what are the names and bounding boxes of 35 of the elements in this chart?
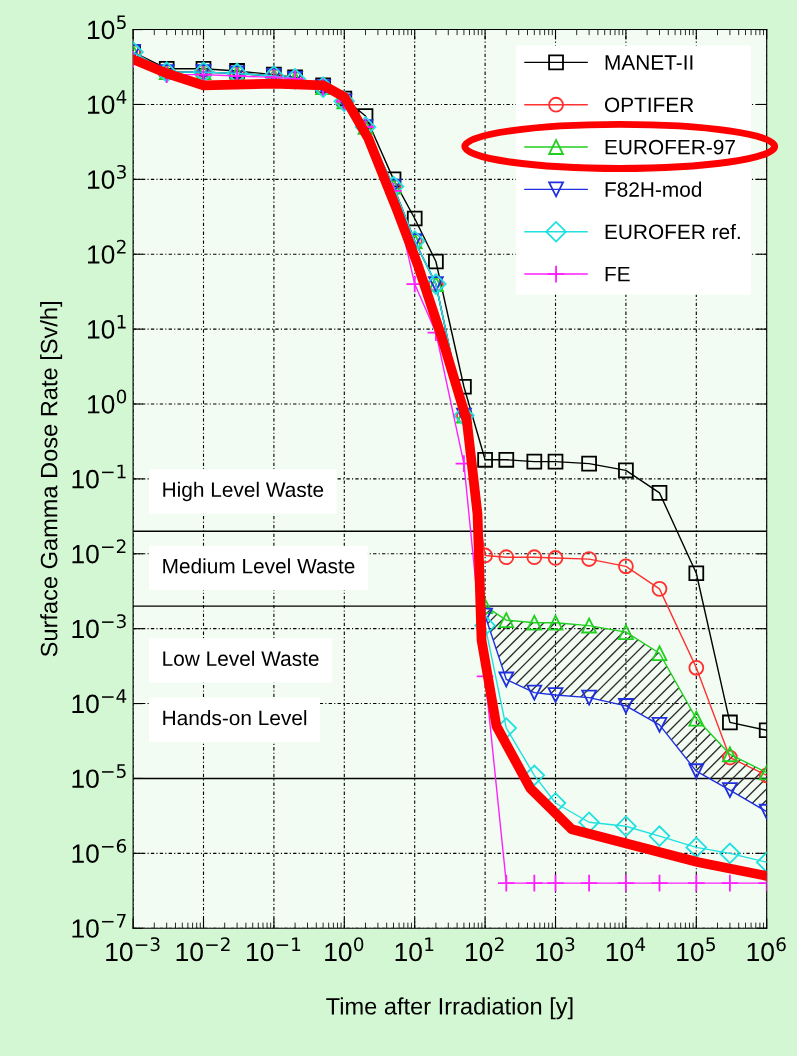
y-tick-label: 10$^{−6}$ <box>72 838 127 863</box>
y-tick-label: 10$^{0}$ <box>88 389 127 414</box>
y-tick-label: 10$^{2}$ <box>88 239 126 264</box>
x-tick-label: 10$^{5}$ <box>677 937 715 962</box>
x-tick-label: 10$^{4}$ <box>606 937 646 962</box>
y-tick-label: 10$^{−5}$ <box>72 764 126 789</box>
x-tick-label: 10$^{0}$ <box>325 937 364 962</box>
legend-label: EUROFER ref. <box>605 223 740 240</box>
x-tick-label: 10$^{3}$ <box>536 937 575 962</box>
annotation: Hands-on Level <box>163 710 307 726</box>
x-tick-label: 10$^{2}$ <box>466 937 504 962</box>
x-tick-label: 10$^{−2}$ <box>176 937 230 962</box>
legend-label: EUROFER-97 <box>605 139 735 155</box>
legend-label: F82H-mod <box>605 181 702 197</box>
y-tick-label: 10$^{−3}$ <box>72 614 126 639</box>
legend-label: FE <box>605 267 630 282</box>
y-axis-title: Surface Gamma Dose Rate [Sv/h] <box>40 302 63 657</box>
annotation: Low Level Waste <box>163 650 319 667</box>
y-tick-label: 10$^{4}$ <box>88 90 127 115</box>
x-tick-label: 10$^{6}$ <box>747 937 786 962</box>
y-tick-label: 10$^{5}$ <box>88 15 126 40</box>
x-tick-label: 10$^{−1}$ <box>247 937 301 962</box>
y-tick-label: 10$^{1}$ <box>88 314 126 339</box>
y-tick-label: 10$^{−2}$ <box>72 539 126 564</box>
y-tick-label: 10$^{−7}$ <box>72 914 126 938</box>
y-tick-label: 10$^{3}$ <box>88 164 126 189</box>
y-tick-label: 10$^{−1}$ <box>72 464 126 489</box>
x-axis-title: Time after Irradiation [y] <box>326 997 573 1020</box>
x-tick-label: 10$^{1}$ <box>395 937 434 962</box>
annotation: High Level Waste <box>163 481 324 502</box>
x-tick-label: 10$^{−3}$ <box>106 937 160 962</box>
legend-label: OPTIFER <box>604 97 694 113</box>
legend-label: MANET-II <box>605 55 693 70</box>
annotation: Medium Level Waste <box>163 558 355 574</box>
y-tick-label: 10$^{−4}$ <box>72 689 127 714</box>
